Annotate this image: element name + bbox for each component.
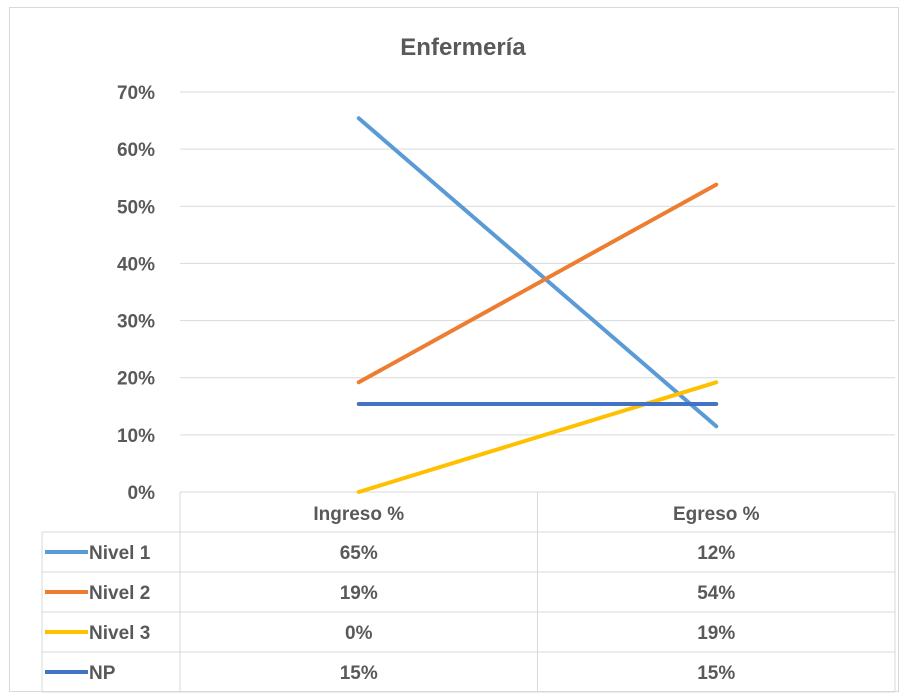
legend-series-name: Nivel 1 bbox=[89, 543, 151, 564]
data-table-value: 19% bbox=[697, 623, 735, 644]
x-category-label: Ingreso % bbox=[313, 504, 404, 525]
y-tick-label: 30% bbox=[117, 312, 155, 333]
legend-series-name: NP bbox=[89, 663, 116, 684]
y-tick-label: 50% bbox=[117, 197, 155, 218]
chart-title: Enfermería bbox=[400, 34, 526, 61]
legend-series-name: Nivel 2 bbox=[89, 583, 150, 604]
y-tick-label: 20% bbox=[117, 369, 155, 390]
legend-series-name: Nivel 3 bbox=[89, 623, 150, 644]
series-line-nivel-1 bbox=[356, 116, 719, 429]
series-line-nivel-3 bbox=[356, 380, 719, 494]
data-table-value: 15% bbox=[697, 663, 735, 684]
data-table-value: 15% bbox=[340, 663, 378, 684]
y-tick-label: 60% bbox=[117, 140, 155, 161]
chart-frame bbox=[9, 7, 899, 692]
y-tick-label: 70% bbox=[117, 83, 155, 104]
data-table-value: 12% bbox=[697, 543, 735, 564]
y-tick-label: 0% bbox=[128, 483, 156, 504]
series-line-nivel-2 bbox=[356, 182, 719, 385]
data-table-value: 54% bbox=[697, 583, 735, 604]
y-tick-label: 10% bbox=[117, 426, 155, 447]
x-category-label: Egreso % bbox=[673, 504, 760, 525]
data-table-value: 65% bbox=[340, 543, 378, 564]
y-tick-label: 40% bbox=[117, 254, 155, 275]
data-table-value: 0% bbox=[345, 623, 373, 644]
data-table-value: 19% bbox=[340, 583, 378, 604]
